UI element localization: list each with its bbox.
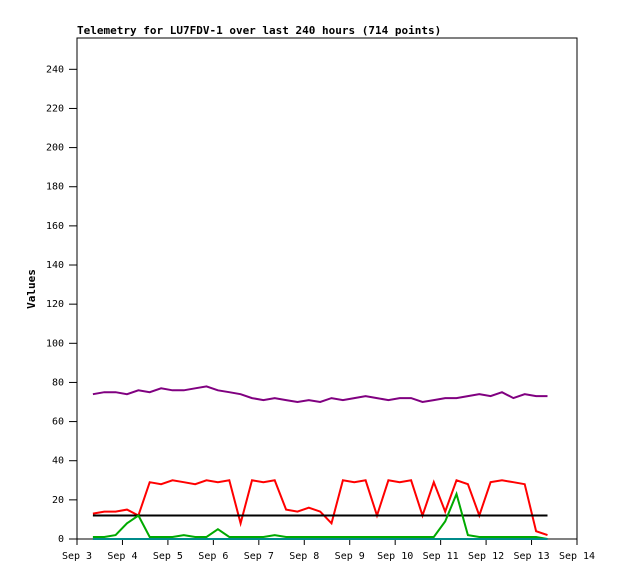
y-tick-label: 180 <box>46 182 64 193</box>
y-tick-label: 120 <box>46 299 64 310</box>
y-axis-label: Values <box>25 269 38 309</box>
y-tick-label: 220 <box>46 103 64 114</box>
x-tick-label: Sep 4 <box>107 551 137 562</box>
x-tick-label: Sep 9 <box>335 551 365 562</box>
y-tick-label: 240 <box>46 64 64 75</box>
chart-title: Telemetry for LU7FDV-1 over last 240 hou… <box>77 24 441 37</box>
y-tick-label: 40 <box>52 456 64 467</box>
x-tick-label: Sep 13 <box>513 551 549 562</box>
x-tick-label: Sep 8 <box>289 551 319 562</box>
y-tick-label: 80 <box>52 377 64 388</box>
x-tick-label: Sep 6 <box>198 551 228 562</box>
x-tick-label: Sep 10 <box>377 551 413 562</box>
y-tick-label: 20 <box>52 495 64 506</box>
x-tick-label: Sep 3 <box>62 551 92 562</box>
series-line <box>92 385 548 404</box>
series-line <box>92 479 548 537</box>
x-tick-label: Sep 7 <box>244 551 274 562</box>
x-tick-label: Sep 5 <box>153 551 183 562</box>
y-tick-label: 160 <box>46 221 64 232</box>
y-tick-label: 0 <box>58 534 64 545</box>
y-tick-label: 100 <box>46 338 64 349</box>
x-tick-label: Sep 14 <box>559 551 595 562</box>
x-tick-label: Sep 12 <box>468 551 504 562</box>
y-tick-label: 200 <box>46 143 64 154</box>
y-tick-label: 140 <box>46 260 64 271</box>
x-tick-label: Sep 11 <box>423 551 459 562</box>
series-line <box>92 490 548 540</box>
y-tick-label: 60 <box>52 417 64 428</box>
